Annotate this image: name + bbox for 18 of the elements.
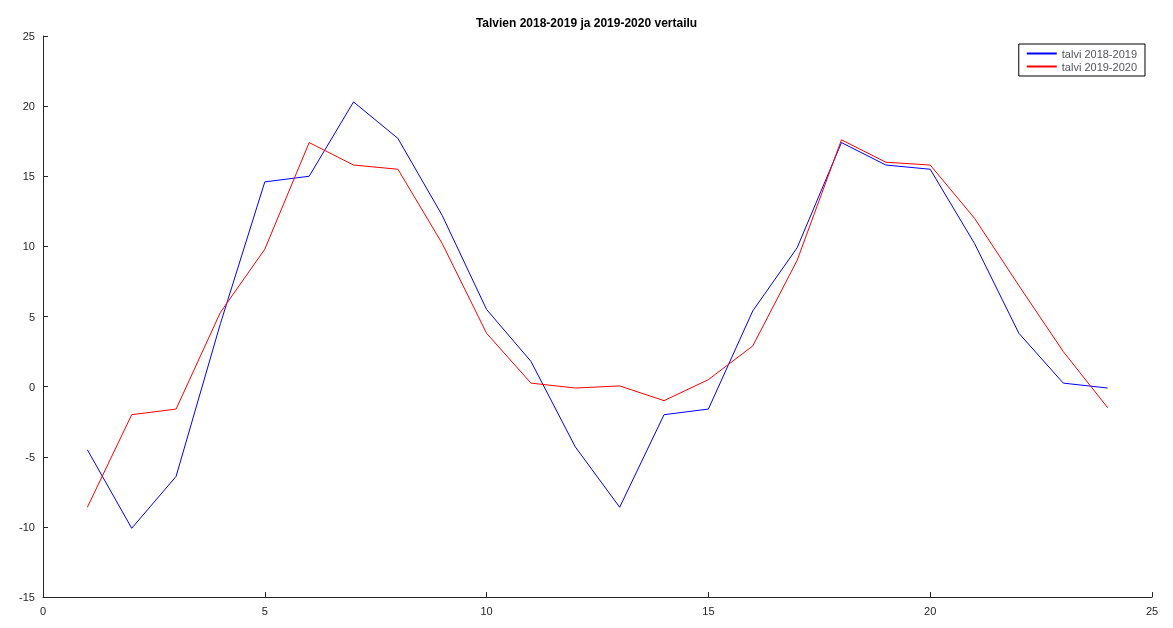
x-tick-label: 20 xyxy=(924,604,937,617)
x-tick-label: 15 xyxy=(702,604,715,617)
y-tick-label: 25 xyxy=(22,30,35,42)
x-tick-label: 0 xyxy=(39,604,47,617)
y-tick-label: 0 xyxy=(28,380,35,393)
x-tick-label: 10 xyxy=(480,604,493,617)
y-tick-label: 5 xyxy=(28,310,35,323)
y-tick-label: -5 xyxy=(25,450,35,463)
y-tick-label: 20 xyxy=(22,100,35,113)
legend-label: talvi 2018-2019 xyxy=(1061,47,1138,60)
y-tick-label: -10 xyxy=(19,520,35,533)
y-tick-label: 10 xyxy=(22,240,35,253)
legend-label: talvi 2019-2020 xyxy=(1061,60,1138,73)
x-tick-label: 25 xyxy=(1145,604,1159,617)
y-tick-label: -15 xyxy=(19,591,35,603)
chart-title: Talvien 2018-2019 ja 2019-2020 vertailu xyxy=(475,16,698,30)
y-tick-label: 15 xyxy=(22,170,35,183)
x-tick-label: 5 xyxy=(261,604,268,617)
